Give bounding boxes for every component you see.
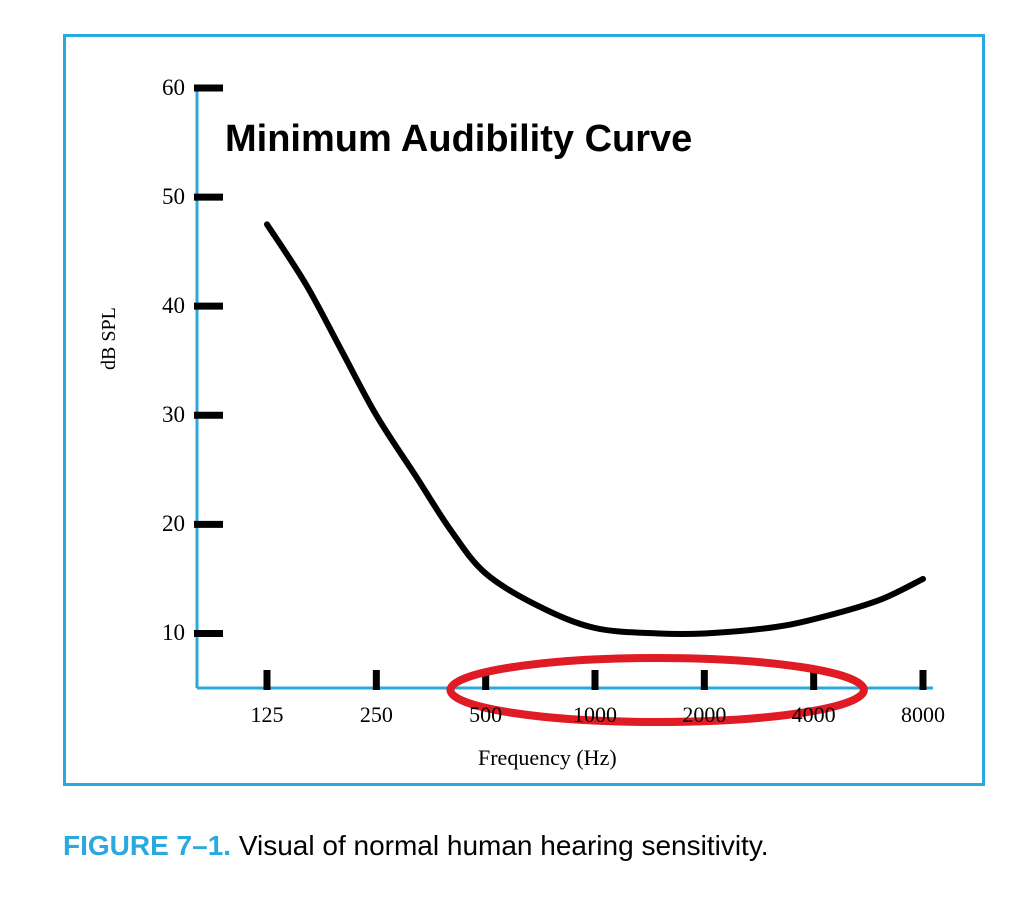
y-tick-label: 40 bbox=[162, 293, 185, 319]
y-tick-label: 10 bbox=[162, 620, 185, 646]
x-tick-label: 1000 bbox=[573, 702, 617, 728]
y-tick-label: 30 bbox=[162, 402, 185, 428]
figure-caption: FIGURE 7–1. Visual of normal human heari… bbox=[63, 830, 769, 862]
x-tick-label: 4000 bbox=[792, 702, 836, 728]
figure-caption-label: FIGURE 7–1. bbox=[63, 830, 231, 861]
y-axis-label: dB SPL bbox=[98, 307, 121, 370]
chart-title: Minimum Audibility Curve bbox=[225, 118, 692, 161]
x-tick-label: 125 bbox=[251, 702, 284, 728]
x-tick-label: 500 bbox=[469, 702, 502, 728]
y-tick-label: 60 bbox=[162, 75, 185, 101]
x-tick-label: 2000 bbox=[682, 702, 726, 728]
x-tick-label: 250 bbox=[360, 702, 393, 728]
x-tick-label: 8000 bbox=[901, 702, 945, 728]
y-tick-label: 20 bbox=[162, 511, 185, 537]
x-axis-label: Frequency (Hz) bbox=[478, 745, 617, 771]
page-root: Minimum Audibility Curve dB SPL Frequenc… bbox=[0, 0, 1021, 901]
y-tick-label: 50 bbox=[162, 184, 185, 210]
figure-caption-text: Visual of normal human hearing sensitivi… bbox=[231, 830, 768, 861]
